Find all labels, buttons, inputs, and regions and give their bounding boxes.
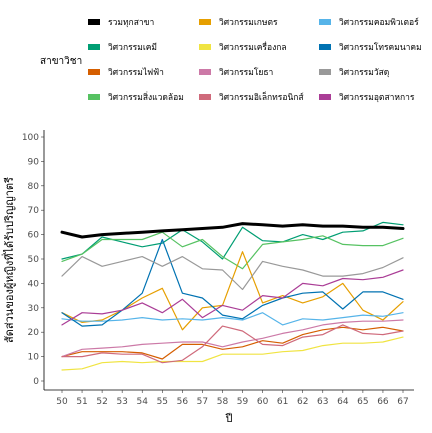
series-line bbox=[61, 231, 404, 270]
legend-swatch bbox=[199, 19, 211, 25]
y-tick-label: 80 bbox=[28, 182, 40, 192]
series-line bbox=[61, 238, 404, 327]
legend-swatch bbox=[319, 94, 331, 100]
x-tick-label: 57 bbox=[197, 397, 208, 407]
y-tick-label: 90 bbox=[28, 157, 40, 167]
legend-title: สาขาวิชา bbox=[40, 56, 82, 67]
y-tick-label: 0 bbox=[33, 377, 39, 387]
legend-label: วิศวกรรมเครื่องกล bbox=[219, 41, 287, 53]
series-line bbox=[61, 269, 404, 326]
legend-label: รวมทุกสาขา bbox=[108, 18, 154, 28]
legend-label: วิศวกรรมเกษตร bbox=[219, 18, 278, 28]
x-tick-label: 63 bbox=[317, 397, 328, 407]
legend-label: วิศวกรรมโยธา bbox=[219, 67, 274, 78]
x-tick-label: 56 bbox=[177, 397, 189, 407]
x-tick-label: 62 bbox=[297, 397, 308, 407]
legend-swatch bbox=[88, 44, 100, 50]
y-tick-label: 60 bbox=[28, 231, 40, 241]
x-tick-label: 55 bbox=[157, 397, 168, 407]
legend-swatch bbox=[88, 69, 100, 75]
legend-label: วิศวกรรมเคมี bbox=[108, 42, 157, 53]
legend-label: วิศวกรรมอุตสาหการ bbox=[339, 93, 415, 103]
axes: 0 10 20 30 40 50 60 70 80 90 100 50 51 52 53 54 55 56 57 58… bbox=[22, 130, 414, 407]
x-tick-label: 52 bbox=[96, 397, 107, 407]
legend-swatch bbox=[319, 44, 331, 50]
series-line bbox=[61, 256, 404, 291]
legend-swatch bbox=[199, 69, 211, 75]
y-tick-label: 10 bbox=[28, 353, 40, 363]
legend-label: วิศวกรรมสิ่งแวดล้อม bbox=[108, 91, 184, 103]
legend-swatch bbox=[199, 44, 211, 50]
series-line bbox=[61, 221, 404, 260]
x-tick-label: 50 bbox=[56, 397, 68, 407]
x-tick-label: 54 bbox=[137, 397, 149, 407]
series-line bbox=[61, 326, 404, 360]
legend: สาขาวิชา รวมทุกสาขาวิศวกรรมเคมีวิศวกรรมไ… bbox=[40, 17, 422, 103]
x-tick-label: 58 bbox=[217, 397, 229, 407]
x-tick-label: 67 bbox=[397, 397, 408, 407]
legend-label: วิศวกรรมอิเล็กทรอนิกส์ bbox=[219, 91, 305, 103]
x-tick-label: 51 bbox=[76, 397, 87, 407]
series-line bbox=[61, 319, 404, 358]
x-axis-title: ปี bbox=[224, 412, 232, 425]
legend-swatch bbox=[319, 69, 331, 75]
legend-label: วิศวกรรมโทรคมนาคม bbox=[339, 42, 422, 53]
legend-swatch bbox=[88, 19, 100, 25]
y-tick-label: 70 bbox=[28, 206, 40, 216]
x-tick-label: 64 bbox=[337, 397, 349, 407]
legend-label: วิศวกรรมวัสดุ bbox=[339, 68, 390, 78]
y-tick-label: 20 bbox=[28, 328, 40, 338]
legend-swatch bbox=[199, 94, 211, 100]
y-tick-label: 50 bbox=[28, 255, 40, 265]
legend-label: วิศวกรรมคอมพิวเตอร์ bbox=[339, 17, 419, 28]
legend-swatch bbox=[319, 19, 331, 25]
legend-label: วิศวกรรมไฟฟ้า bbox=[108, 67, 164, 78]
series-lines bbox=[60, 221, 405, 371]
x-tick-label: 53 bbox=[116, 397, 127, 407]
x-tick-label: 59 bbox=[237, 397, 249, 407]
x-tick-label: 60 bbox=[257, 397, 269, 407]
y-tick-label: 30 bbox=[28, 304, 40, 314]
series-line bbox=[60, 222, 405, 239]
y-tick-label: 40 bbox=[28, 279, 40, 289]
series-line bbox=[61, 324, 404, 364]
y-tick-label: 100 bbox=[22, 133, 39, 143]
x-tick-label: 66 bbox=[377, 397, 389, 407]
x-tick-label: 61 bbox=[277, 397, 288, 407]
y-axis-title: สัดส่วนของผู้หญิงที่ได้รับปริญญาตรี bbox=[1, 177, 16, 343]
series-line bbox=[61, 336, 404, 371]
series-line bbox=[61, 312, 404, 326]
legend-swatch bbox=[88, 94, 100, 100]
x-tick-label: 65 bbox=[357, 397, 368, 407]
series-line bbox=[61, 251, 404, 331]
